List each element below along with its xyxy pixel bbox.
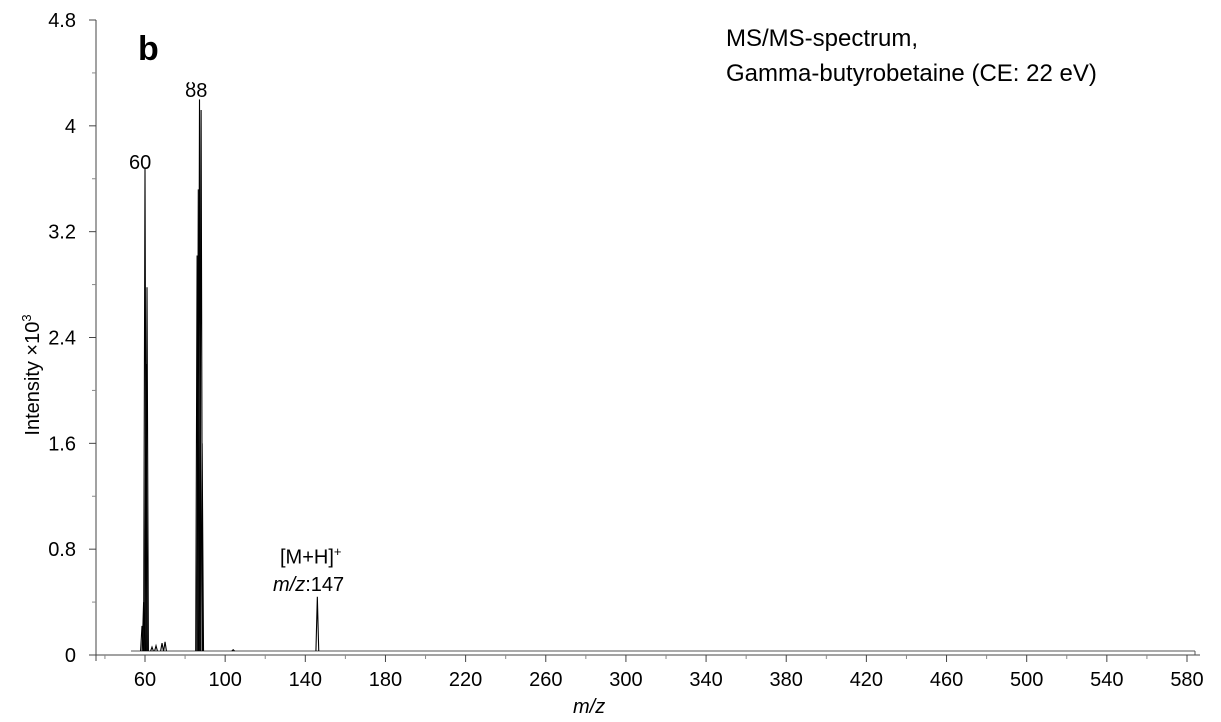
precursor-mz-value: :147 <box>305 574 345 596</box>
precursor-ion-text: [M+H] <box>280 546 334 569</box>
y-tick-label: 0.8 <box>48 539 76 561</box>
spectrum-peak <box>315 596 320 652</box>
spectrum-peak <box>196 189 201 652</box>
x-axis-label: m/z <box>573 696 606 718</box>
spectrum-peak <box>163 641 167 652</box>
x-tick-label: 540 <box>1090 669 1123 691</box>
precursor-label: [M+H]+ <box>280 544 342 570</box>
x-tick-label: 180 <box>369 669 402 691</box>
x-tick-label: 60 <box>134 669 156 691</box>
chart-title-line2: Gamma-butyrobetaine (CE: 22 eV) <box>726 60 1097 87</box>
panel-label: b <box>138 30 159 68</box>
x-tick-label: 300 <box>609 669 642 691</box>
x-tick-label: 460 <box>930 669 963 691</box>
y-axis-label: Intensity ×103 <box>19 314 45 435</box>
precursor-mz-prefix: m/z <box>273 574 306 596</box>
y-tick-label: 3.2 <box>48 222 76 244</box>
x-tick-label: 580 <box>1170 669 1203 691</box>
spectrum-peak <box>145 287 149 652</box>
x-tick-label: 260 <box>529 669 562 691</box>
y-tick-label: 1.6 <box>48 433 76 455</box>
spectrum-peak <box>231 648 235 652</box>
y-tick-label: 0 <box>65 645 76 667</box>
spectrum-peak <box>154 643 158 652</box>
x-tick-label: 340 <box>689 669 722 691</box>
y-axis-label-exponent: 3 <box>19 314 35 322</box>
spectrum-peak <box>200 443 205 652</box>
y-tick-label: 2.4 <box>48 328 76 350</box>
y-tick-label: 4.8 <box>48 10 76 32</box>
x-tick-label: 380 <box>770 669 803 691</box>
spectrum-peak <box>160 642 164 652</box>
spectrum-peak <box>150 645 154 652</box>
peak-label-60: 60 <box>129 152 152 174</box>
y-axis-label-text: Intensity ×10 <box>21 321 44 436</box>
precursor-charge: + <box>333 544 342 559</box>
spectrum-peak <box>144 363 148 652</box>
precursor-mz-label: m/z:147 <box>273 574 344 597</box>
chart-title-line1: MS/MS-spectrum, <box>726 25 919 52</box>
x-tick-label: 420 <box>850 669 883 691</box>
peak-label-88: ȣ8 <box>185 80 208 102</box>
x-tick-label: 500 <box>1010 669 1043 691</box>
x-tick-label: 140 <box>289 669 322 691</box>
x-tick-label: 100 <box>208 669 241 691</box>
x-tick-label: 220 <box>449 669 482 691</box>
y-tick-label: 4 <box>65 116 76 138</box>
